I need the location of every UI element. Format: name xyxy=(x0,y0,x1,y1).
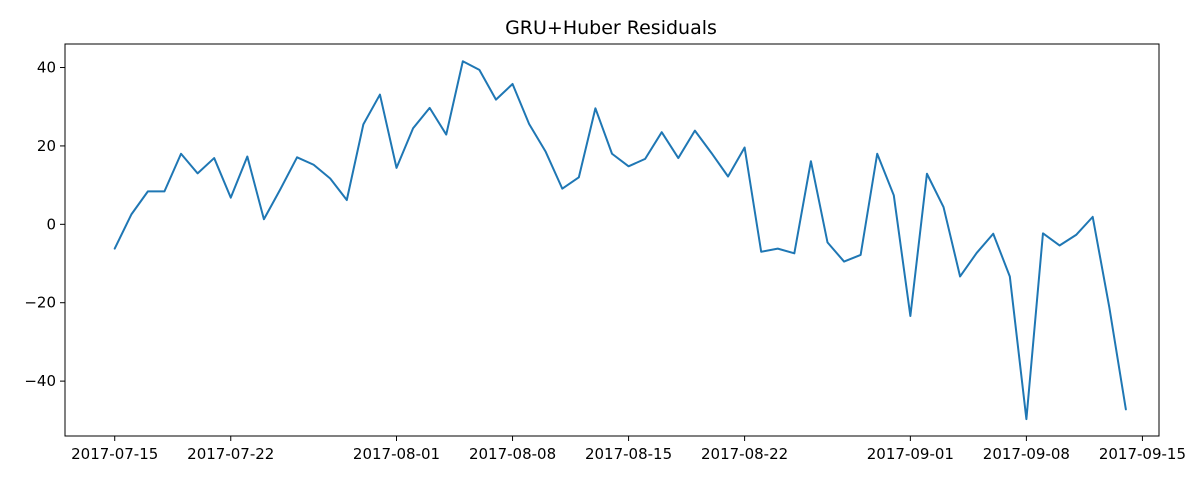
x-tick-label: 2017-09-08 xyxy=(983,445,1070,463)
x-tick-label: 2017-09-01 xyxy=(867,445,954,463)
x-tick-label: 2017-07-22 xyxy=(187,445,274,463)
series-layer xyxy=(113,60,1127,421)
x-tick-label: 2017-08-15 xyxy=(585,445,672,463)
chart-title: GRU+Huber Residuals xyxy=(505,17,717,39)
y-tick-label: −20 xyxy=(24,294,56,312)
y-tick-label: 0 xyxy=(46,215,56,233)
axes-frame xyxy=(64,43,1160,437)
x-tick-label: 2017-08-01 xyxy=(353,445,440,463)
y-tick-label: −40 xyxy=(24,372,56,390)
x-tick-label: 2017-09-15 xyxy=(1099,445,1186,463)
y-axis: 40 20 0 −20 −40 xyxy=(24,59,65,390)
y-tick-label: 20 xyxy=(37,137,56,155)
x-tick-label: 2017-08-22 xyxy=(701,445,788,463)
series-line-0 xyxy=(113,60,1127,421)
x-tick-label: 2017-07-15 xyxy=(71,445,158,463)
x-axis: 2017-07-15 2017-07-22 2017-08-01 2017-08-08… xyxy=(71,436,1186,463)
y-tick-label: 40 xyxy=(37,59,56,77)
x-tick-label: 2017-08-08 xyxy=(469,445,556,463)
